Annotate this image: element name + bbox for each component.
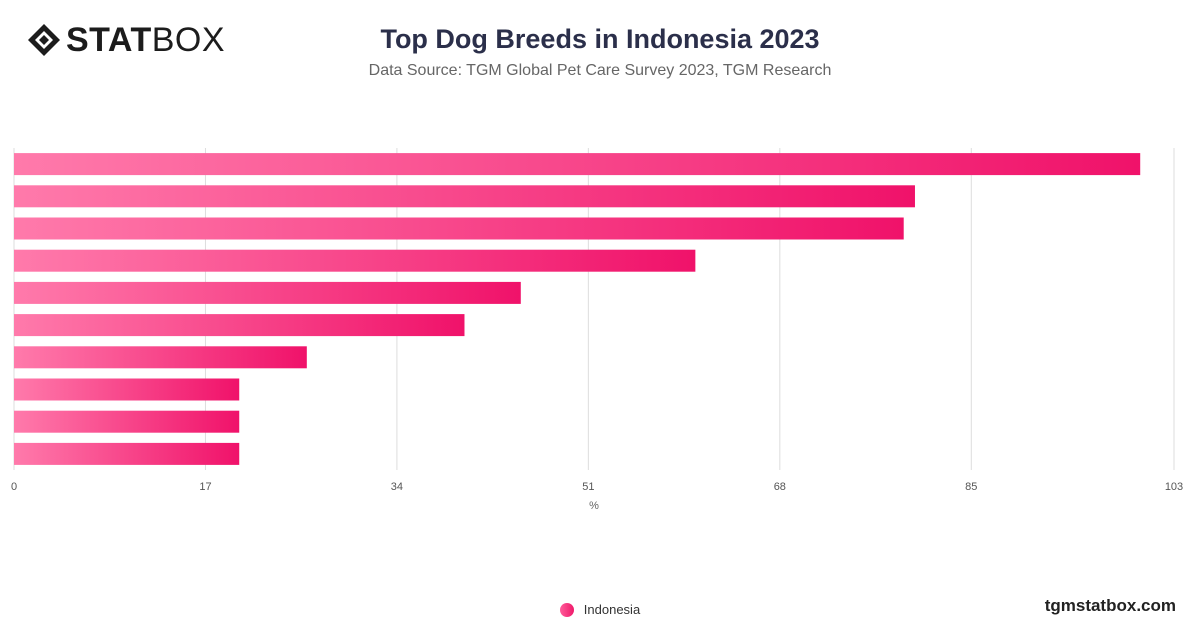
legend[interactable]: Indonesia (0, 602, 1200, 617)
bar[interactable] (14, 442, 240, 465)
chart-title: Top Dog Breeds in Indonesia 2023 (380, 24, 820, 54)
bar[interactable] (14, 410, 240, 433)
logo-wordmark: STATBOX (66, 22, 225, 58)
x-tick-label: 34 (391, 481, 403, 493)
bar[interactable] (14, 217, 904, 240)
bar[interactable] (14, 281, 521, 304)
bar[interactable] (14, 153, 1141, 176)
source-credit: tgmstatbox.com (1044, 596, 1176, 615)
x-axis-label: % (589, 500, 599, 512)
x-tick-label: 51 (582, 481, 594, 493)
x-tick-label: 17 (199, 481, 211, 493)
bar[interactable] (14, 346, 307, 369)
x-tick-label: 0 (11, 481, 17, 493)
legend-swatch-icon (559, 602, 574, 617)
bar[interactable] (14, 185, 915, 208)
chart-subtitle: Data Source: TGM Global Pet Care Survey … (368, 62, 832, 79)
logo-text-bold: STAT (66, 21, 152, 59)
bar[interactable] (14, 249, 696, 272)
x-tick-label: 103 (1165, 481, 1183, 493)
x-tick-label: 85 (965, 481, 977, 493)
legend-label: Indonesia (583, 602, 641, 617)
x-tick-label: 68 (774, 481, 786, 493)
diamond-logo-icon (28, 24, 60, 56)
bar[interactable] (14, 378, 240, 401)
logo-text-light: BOX (151, 21, 226, 59)
statbox-logo: STATBOX (26, 22, 225, 58)
bar[interactable] (14, 314, 465, 337)
